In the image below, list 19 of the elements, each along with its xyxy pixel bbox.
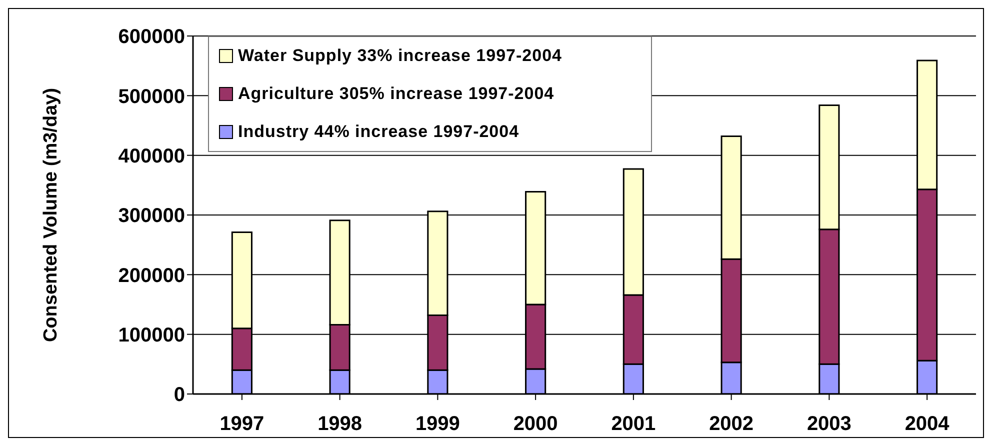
x-tick-label: 2001	[611, 413, 656, 436]
y-tick-label: 400000	[118, 145, 185, 168]
x-tick-label: 2004	[904, 413, 950, 436]
y-tick-label: 200000	[118, 264, 185, 287]
x-tick-label: 2000	[513, 413, 558, 436]
y-tick-label: 0	[174, 384, 185, 406]
legend-label: Agriculture 305% increase 1997-2004	[238, 84, 554, 104]
x-tick-label: 1999	[415, 413, 460, 436]
y-tick-label: 300000	[118, 205, 185, 228]
x-tick-label: 1998	[318, 413, 362, 436]
x-tick-label: 2002	[709, 413, 754, 436]
y-tick-label: 100000	[118, 324, 185, 346]
x-tick-label: 2003	[806, 413, 852, 436]
y-axis-title: Consented Volume (m3/day)	[40, 88, 62, 342]
legend-label: Water Supply 33% increase 1997-2004	[238, 46, 562, 66]
y-tick-label: 500000	[118, 86, 185, 108]
y-tick-label: 600000	[118, 26, 185, 48]
x-tick-label: 1997	[220, 413, 264, 436]
legend-label: Industry 44% increase 1997-2004	[238, 122, 520, 142]
